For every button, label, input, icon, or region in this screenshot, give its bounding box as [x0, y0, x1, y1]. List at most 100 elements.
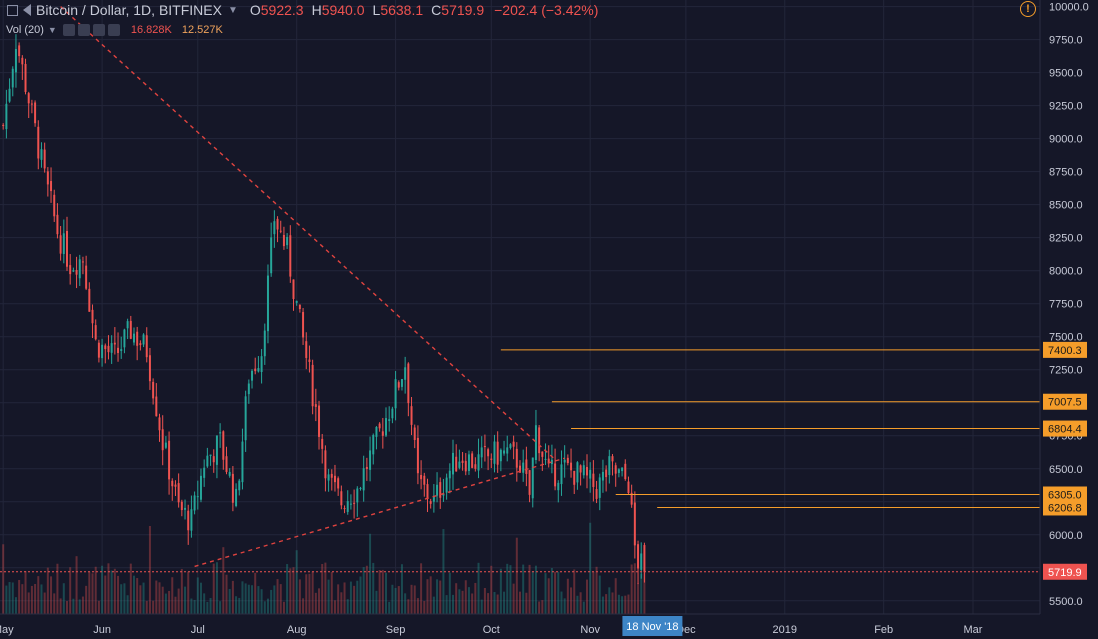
- volume-bar: [145, 600, 148, 614]
- candle-body: [104, 345, 107, 350]
- candle-body: [490, 458, 493, 460]
- chevron-down-icon[interactable]: ▼: [227, 4, 238, 16]
- x-tick-label: Oct: [483, 624, 500, 636]
- volume-bar: [273, 585, 276, 614]
- y-tick-label: 8750.0: [1049, 167, 1083, 179]
- collapse-icon[interactable]: [7, 4, 18, 16]
- candle-body: [576, 462, 579, 483]
- settings-icon[interactable]: [77, 24, 90, 36]
- candle-body: [439, 482, 442, 498]
- volume-bar: [174, 596, 177, 614]
- volume-bar: [560, 591, 563, 614]
- candle-body: [458, 461, 461, 468]
- candle-body: [327, 474, 330, 481]
- volume-chevron-icon[interactable]: ▼: [47, 25, 57, 35]
- candle-body: [5, 103, 8, 130]
- volume-bar: [206, 601, 209, 614]
- candle-body: [180, 501, 183, 511]
- add-icon[interactable]: [92, 24, 105, 36]
- volume-bar: [461, 590, 464, 614]
- candle-body: [375, 426, 378, 437]
- candle-body: [88, 288, 91, 312]
- volume-bar: [585, 579, 588, 614]
- volume-bars: [2, 522, 646, 614]
- volume-bar: [458, 589, 461, 614]
- volume-bar: [298, 579, 301, 614]
- volume-bar: [477, 562, 480, 614]
- candle-body: [436, 484, 439, 496]
- volume-bar: [506, 563, 509, 614]
- volume-bar: [14, 597, 17, 614]
- volume-bar: [136, 578, 139, 614]
- volume-bar: [266, 598, 269, 614]
- remove-icon[interactable]: [107, 24, 120, 36]
- candle-body: [585, 466, 588, 476]
- candle-body: [627, 481, 630, 494]
- candle-body: [78, 259, 81, 279]
- candle-body: [608, 456, 611, 476]
- y-tick-label: 9500.0: [1049, 68, 1083, 80]
- candle-body: [566, 457, 569, 464]
- candle-body: [65, 231, 68, 267]
- candle-body: [487, 449, 490, 457]
- flag-icon[interactable]: [23, 4, 31, 16]
- warning-icon[interactable]: !: [1020, 1, 1036, 17]
- candle-body: [24, 63, 27, 92]
- candle-body: [101, 344, 104, 359]
- symbol-label[interactable]: Bitcoin / Dollar, 1D, BITFINEX: [36, 2, 222, 18]
- volume-legend: Vol (20) ▼ 16.828K 12.527K: [0, 22, 223, 38]
- volume-bar: [43, 592, 46, 614]
- price-level-label: 7007.5: [1048, 397, 1082, 409]
- volume-bar: [643, 571, 646, 614]
- candle-body: [582, 465, 585, 476]
- volume-bar: [321, 564, 324, 614]
- candle-body: [333, 475, 336, 483]
- trendline[interactable]: [194, 457, 565, 568]
- candle-body: [614, 465, 617, 474]
- candle-body: [129, 320, 132, 339]
- candle-body: [59, 235, 62, 254]
- high-label: H: [311, 2, 322, 18]
- volume-bar: [117, 575, 120, 614]
- candle-body: [136, 331, 139, 346]
- volume-bar: [219, 601, 222, 614]
- candle-body: [142, 334, 145, 345]
- candle-body: [416, 437, 419, 474]
- candle-body: [324, 450, 327, 479]
- volume-bar: [247, 584, 250, 614]
- volume-bar: [94, 566, 97, 614]
- candle-body: [107, 345, 110, 353]
- candle-body: [617, 469, 620, 473]
- volume-bar: [270, 589, 273, 614]
- candle-body: [394, 379, 397, 409]
- candle-body: [215, 435, 218, 465]
- candle-body: [117, 347, 120, 353]
- candle-body: [219, 432, 222, 434]
- volume-bar: [624, 595, 627, 614]
- volume-bar: [318, 588, 321, 614]
- candle-body: [563, 459, 566, 463]
- volume-bar: [547, 578, 550, 614]
- volume-bar: [550, 568, 553, 614]
- candle-body: [385, 418, 388, 436]
- y-tick-label: 6500.0: [1049, 464, 1083, 476]
- eye-icon[interactable]: [62, 24, 75, 36]
- volume-bar: [400, 564, 403, 614]
- volume-bar: [190, 598, 193, 614]
- volume-bar: [573, 569, 576, 614]
- price-axis[interactable]: [1040, 0, 1098, 639]
- candle-body: [120, 349, 123, 351]
- y-tick-label: 7250.0: [1049, 365, 1083, 377]
- volume-bar: [24, 571, 27, 614]
- candle-body: [413, 427, 416, 441]
- volume-bar: [11, 582, 14, 614]
- volume-bar: [199, 582, 202, 614]
- x-tick-label: 2019: [773, 624, 797, 636]
- candle-body: [541, 451, 544, 457]
- candle-body: [158, 417, 161, 431]
- open-label: O: [249, 2, 261, 18]
- volume-label[interactable]: Vol (20): [6, 24, 44, 36]
- volume-bar: [203, 593, 206, 614]
- candle-body: [30, 103, 33, 105]
